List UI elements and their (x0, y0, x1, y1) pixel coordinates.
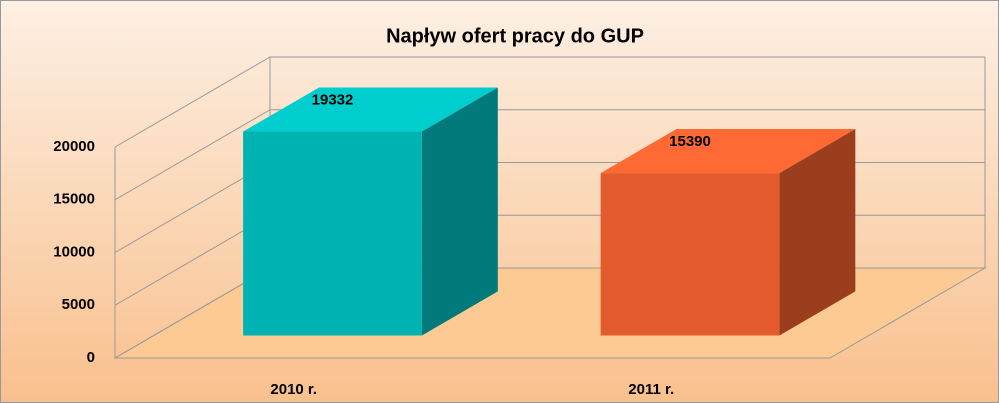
grid-line (114, 56, 985, 148)
bar (243, 131, 422, 336)
y-tick-label: 0 (87, 349, 95, 366)
x-tick-label: 2010 r. (270, 381, 317, 398)
bar-top (600, 129, 856, 174)
y-tick-label: 20000 (53, 138, 95, 155)
grid-line (114, 109, 985, 201)
x-tick-label: 2011 r. (628, 381, 674, 398)
data-label: 19332 (312, 92, 354, 109)
data-label: 15390 (669, 133, 711, 150)
bar-side (421, 87, 498, 336)
bar-top (243, 87, 498, 132)
y-tick-label: 15000 (53, 191, 95, 208)
bar (600, 173, 780, 336)
y-tick-label: 5000 (62, 296, 95, 313)
chart-title: Napływ ofert pracy do GUP (386, 25, 644, 47)
y-tick-label: 10000 (53, 243, 95, 260)
bar-side (779, 129, 856, 336)
